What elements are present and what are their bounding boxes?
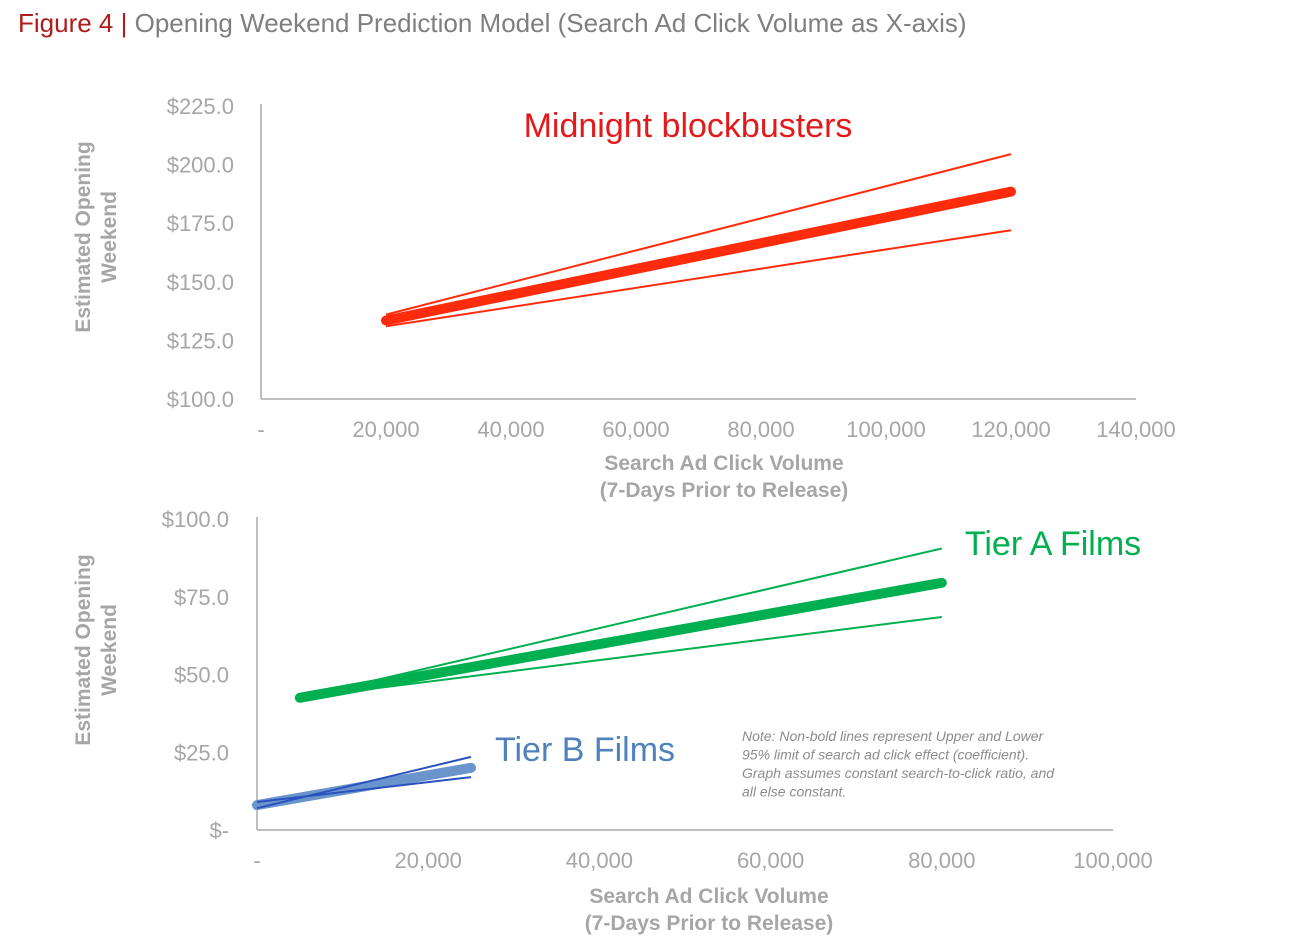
x-tick-label: - xyxy=(253,848,260,873)
y-tick-label: $225.0 xyxy=(167,94,234,119)
series-line-estimate xyxy=(381,186,1016,326)
series-callout: Tier A Films xyxy=(965,525,1141,563)
x-tick-label: - xyxy=(257,417,264,442)
series-line-lower xyxy=(385,229,1012,328)
x-tick-label: 60,000 xyxy=(737,848,804,873)
series-line-tier-a-estimate xyxy=(294,577,947,703)
y-tick-label: $175.0 xyxy=(167,211,234,236)
x-tick-label: 140,000 xyxy=(1096,417,1176,442)
y-tick-label: $100.0 xyxy=(162,507,229,532)
y-tick-label: $50.0 xyxy=(174,663,229,688)
y-tick-label: $125.0 xyxy=(167,328,234,353)
y-tick-label: $100.0 xyxy=(167,387,234,412)
x-tick-label: 120,000 xyxy=(971,417,1051,442)
figure-title-text: Opening Weekend Prediction Model (Search… xyxy=(134,8,967,38)
figure-title: Figure 4 | Opening Weekend Prediction Mo… xyxy=(18,8,967,39)
series-line-tier-b-upper xyxy=(256,755,472,810)
note-line: all else constant. xyxy=(742,784,846,800)
x-tick-label: 20,000 xyxy=(352,417,419,442)
series-line-tier-b-lower xyxy=(256,776,472,803)
series-line-upper xyxy=(385,153,1012,316)
note-line: Note: Non-bold lines represent Upper and… xyxy=(742,728,1045,744)
chart-1: $100.0 $125.0 $150.0 $175.0 $200.0 $225.0 - 20,… xyxy=(72,94,1176,502)
y-tick-label: $200.0 xyxy=(167,153,234,178)
x-tick-label: 40,000 xyxy=(566,848,633,873)
x-axis-title: Search Ad Click Volume (7-Days Prior to R… xyxy=(600,452,849,502)
y-tick-label: $75.0 xyxy=(174,585,229,610)
x-tick-label: 80,000 xyxy=(908,848,975,873)
x-tick-label: 20,000 xyxy=(395,848,462,873)
x-tick-label: 80,000 xyxy=(727,417,794,442)
series-callout: Midnight blockbusters xyxy=(524,107,853,145)
series-line-tier-a-upper xyxy=(299,547,943,699)
series-callout: Tier B Films xyxy=(495,731,675,769)
chart-2: $- $25.0 $50.0 $75.0 $100.0 - 20,000 40,000 60,0… xyxy=(72,507,1153,935)
note-line: Graph assumes constant search-to-click r… xyxy=(742,765,1055,781)
x-tick-label: 100,000 xyxy=(846,417,926,442)
x-tick-label: 40,000 xyxy=(477,417,544,442)
x-tick-label: 60,000 xyxy=(602,417,669,442)
figure-label: Figure 4 | xyxy=(18,8,128,38)
y-tick-label: $25.0 xyxy=(174,740,229,765)
x-axis-title: Search Ad Click Volume (7-Days Prior to R… xyxy=(585,885,834,935)
y-axis-title: Estimated Opening Weekend xyxy=(72,554,121,745)
y-axis-title: Estimated Opening Weekend xyxy=(72,141,121,332)
note-line: 95% limit of search ad click effect (coe… xyxy=(742,747,1029,763)
x-tick-label: 100,000 xyxy=(1073,848,1153,873)
chart-note: Note: Non-bold lines represent Upper and… xyxy=(742,728,1055,800)
series-line-tier-a-lower xyxy=(299,616,942,699)
y-tick-label: $150.0 xyxy=(167,270,234,295)
y-tick-label: $- xyxy=(209,818,229,843)
